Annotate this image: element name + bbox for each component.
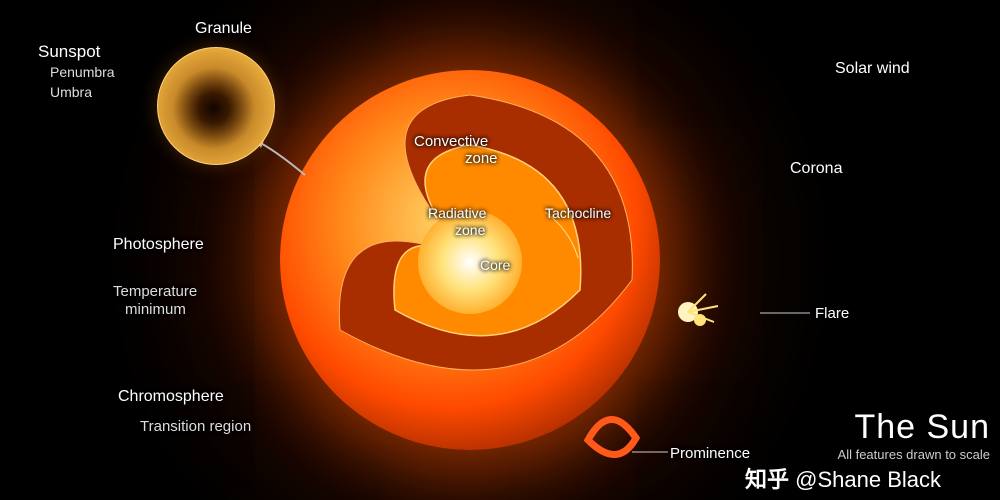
label-umbra: Umbra — [50, 84, 92, 100]
label-tempmin2: minimum — [125, 301, 186, 318]
label-convective: Convective — [414, 133, 488, 150]
label-tachocline: Tachocline — [545, 205, 611, 221]
label-corona: Corona — [790, 160, 842, 178]
label-solarwind: Solar wind — [835, 60, 910, 78]
label-tempmin1: Temperature — [113, 283, 197, 300]
watermark-cn: 知乎 — [745, 467, 789, 492]
sunspot-inset — [157, 47, 275, 165]
label-radiative2: zone — [455, 222, 485, 238]
flare-burst — [678, 294, 718, 326]
diagram-stage: Sunspot Penumbra Umbra Granule Convectiv… — [0, 0, 1000, 500]
label-penumbra: Penumbra — [50, 64, 115, 80]
label-transition: Transition region — [140, 418, 251, 435]
title-sub: All features drawn to scale — [838, 447, 990, 462]
label-granule: Granule — [195, 20, 252, 38]
prominence-loop — [588, 419, 636, 454]
label-sunspot: Sunspot — [38, 42, 100, 62]
label-photosphere: Photosphere — [113, 236, 204, 254]
label-chromosphere: Chromosphere — [118, 388, 224, 406]
title-block: The Sun All features drawn to scale — [838, 408, 990, 462]
label-core: Core — [480, 257, 510, 273]
label-convective2: zone — [465, 150, 498, 167]
watermark: 知乎 @Shane Black — [745, 462, 941, 494]
label-prominence: Prominence — [670, 445, 750, 462]
label-radiative: Radiative — [428, 205, 486, 221]
label-flare: Flare — [815, 305, 849, 322]
inset-arrow — [255, 140, 305, 175]
watermark-at: @Shane Black — [795, 467, 941, 492]
title-main: The Sun — [838, 408, 990, 447]
